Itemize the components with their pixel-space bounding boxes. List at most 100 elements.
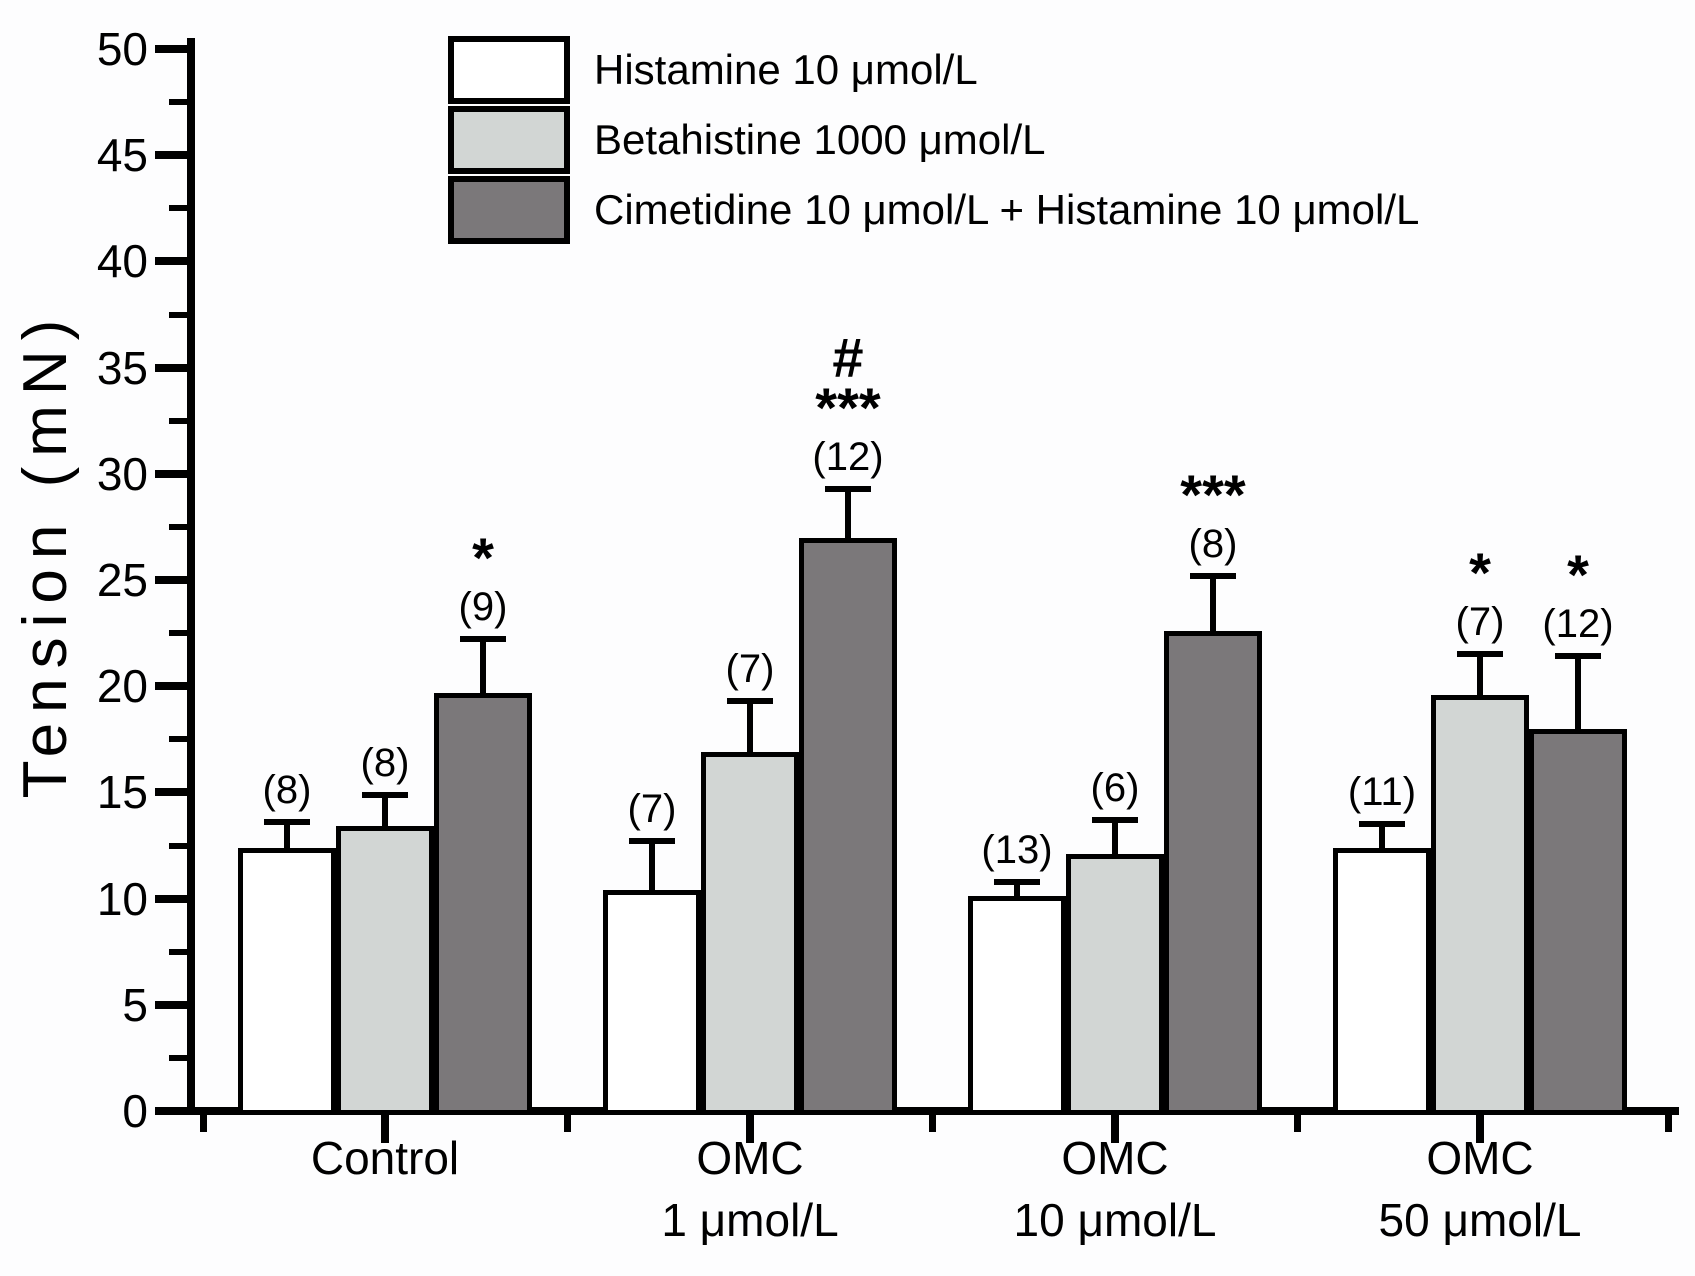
y-minor-tick — [169, 99, 187, 106]
x-minor-tick — [1293, 1115, 1301, 1132]
significance-label: *** — [1180, 462, 1246, 526]
bar — [799, 537, 897, 1115]
error-bar-cap — [1092, 817, 1138, 823]
significance-label: # — [832, 325, 864, 389]
sample-size-label: (8) — [262, 768, 312, 813]
x-minor-tick — [563, 1115, 571, 1132]
y-minor-tick — [169, 630, 187, 637]
legend-swatch-histamine — [448, 36, 570, 104]
y-minor-tick — [169, 842, 187, 849]
y-tick-label: 25 — [96, 554, 148, 606]
error-bar-stem — [1210, 575, 1216, 633]
bar — [603, 890, 701, 1115]
x-major-tick — [746, 1115, 754, 1143]
error-bar-cap — [825, 485, 871, 492]
error-bar-stem — [1112, 820, 1118, 856]
error-bar-cap — [1457, 651, 1503, 658]
legend-label-betahistine: Betahistine 1000 μmol/L — [594, 116, 1046, 163]
legend-label-cimetidine-histamine: Cimetidine 10 μmol/L + Histamine 10 μmol… — [594, 186, 1420, 233]
error-bar-stem — [649, 841, 655, 893]
x-category-label: OMC — [1426, 1132, 1534, 1184]
sample-size-label: (13) — [981, 827, 1053, 872]
x-axis-line — [187, 1107, 1679, 1115]
y-tick-label: 45 — [96, 129, 148, 182]
significance-label: *** — [815, 375, 881, 439]
error-bar-stem — [1379, 824, 1385, 850]
x-category-label: 10 μmol/L — [1013, 1194, 1217, 1246]
bar — [1529, 728, 1627, 1115]
error-bar-cap — [727, 698, 773, 705]
y-tick-label: 10 — [96, 872, 148, 925]
error-bar-cap — [264, 819, 310, 826]
sample-size-label: (11) — [1347, 770, 1417, 815]
y-major-tick — [155, 894, 187, 903]
x-major-tick — [1111, 1115, 1119, 1143]
sample-size-label: (12) — [812, 434, 884, 479]
error-bar-cap — [629, 838, 675, 845]
legend-item-betahistine: Betahistine 1000 μmol/L — [448, 106, 1045, 174]
y-major-tick — [155, 1107, 187, 1115]
y-tick-label: 20 — [96, 660, 148, 713]
y-tick-label: 50 — [96, 23, 148, 75]
sample-size-label: (7) — [725, 647, 775, 692]
y-major-tick — [155, 151, 187, 160]
y-major-tick — [155, 257, 187, 266]
y-major-tick — [155, 576, 187, 584]
y-major-tick — [155, 45, 187, 53]
x-category-label: OMC — [1061, 1132, 1169, 1184]
error-bar-cap — [1190, 572, 1236, 579]
legend-label-histamine: Histamine 10 μmol/L — [594, 46, 978, 93]
y-major-tick — [155, 682, 187, 691]
y-major-tick — [155, 363, 187, 372]
y-axis-line — [187, 38, 195, 1115]
error-bar-stem — [480, 639, 486, 695]
y-minor-tick — [169, 417, 187, 424]
sample-size-label: (8) — [1188, 521, 1238, 566]
x-major-tick — [381, 1115, 389, 1143]
bar — [336, 826, 434, 1115]
legend-swatch-betahistine — [448, 106, 570, 174]
y-minor-tick — [169, 523, 187, 530]
y-tick-label: 15 — [96, 766, 148, 819]
bar — [434, 692, 532, 1115]
y-tick-label: 40 — [96, 235, 148, 288]
x-category-label: 1 μmol/L — [661, 1194, 839, 1246]
y-tick-label: 35 — [96, 341, 148, 394]
error-bar-cap — [362, 791, 408, 798]
legend-item-cimetidine-histamine: Cimetidine 10 μmol/L + Histamine 10 μmol… — [448, 176, 1419, 244]
error-bar-cap — [994, 878, 1040, 885]
y-minor-tick — [169, 736, 187, 743]
y-minor-tick — [169, 205, 187, 212]
sample-size-label: (8) — [360, 740, 410, 785]
error-bar-stem — [747, 701, 753, 755]
sample-size-label: (9) — [458, 585, 508, 630]
error-bar-stem — [382, 794, 388, 829]
error-bar-cap — [1555, 653, 1601, 660]
x-minor-tick — [199, 1115, 207, 1132]
sample-size-label: (12) — [1542, 602, 1614, 647]
x-category-label: OMC — [696, 1132, 804, 1184]
x-minor-tick — [1664, 1115, 1672, 1132]
sample-size-label: (7) — [627, 787, 677, 832]
y-tick-label: 30 — [96, 447, 148, 500]
error-bar-stem — [1014, 881, 1020, 899]
error-bar-cap — [1359, 821, 1405, 828]
error-bar-stem — [1575, 656, 1581, 731]
sample-size-label: (6) — [1090, 766, 1140, 810]
x-major-tick — [1476, 1115, 1484, 1143]
y-minor-tick — [169, 948, 187, 955]
bar — [701, 752, 799, 1115]
y-minor-tick — [169, 1054, 187, 1061]
bar — [1431, 694, 1529, 1115]
y-minor-tick — [169, 311, 187, 318]
legend-swatch-cimetidine-histamine — [448, 176, 570, 244]
y-major-tick — [155, 1000, 187, 1009]
error-bar-stem — [284, 822, 290, 850]
y-tick-label: 0 — [122, 1085, 148, 1137]
y-major-tick — [155, 469, 187, 478]
bar — [968, 896, 1066, 1115]
y-major-tick — [155, 788, 187, 797]
bar — [1066, 853, 1164, 1115]
significance-label: * — [1567, 543, 1589, 607]
legend-item-histamine: Histamine 10 μmol/L — [448, 36, 978, 104]
